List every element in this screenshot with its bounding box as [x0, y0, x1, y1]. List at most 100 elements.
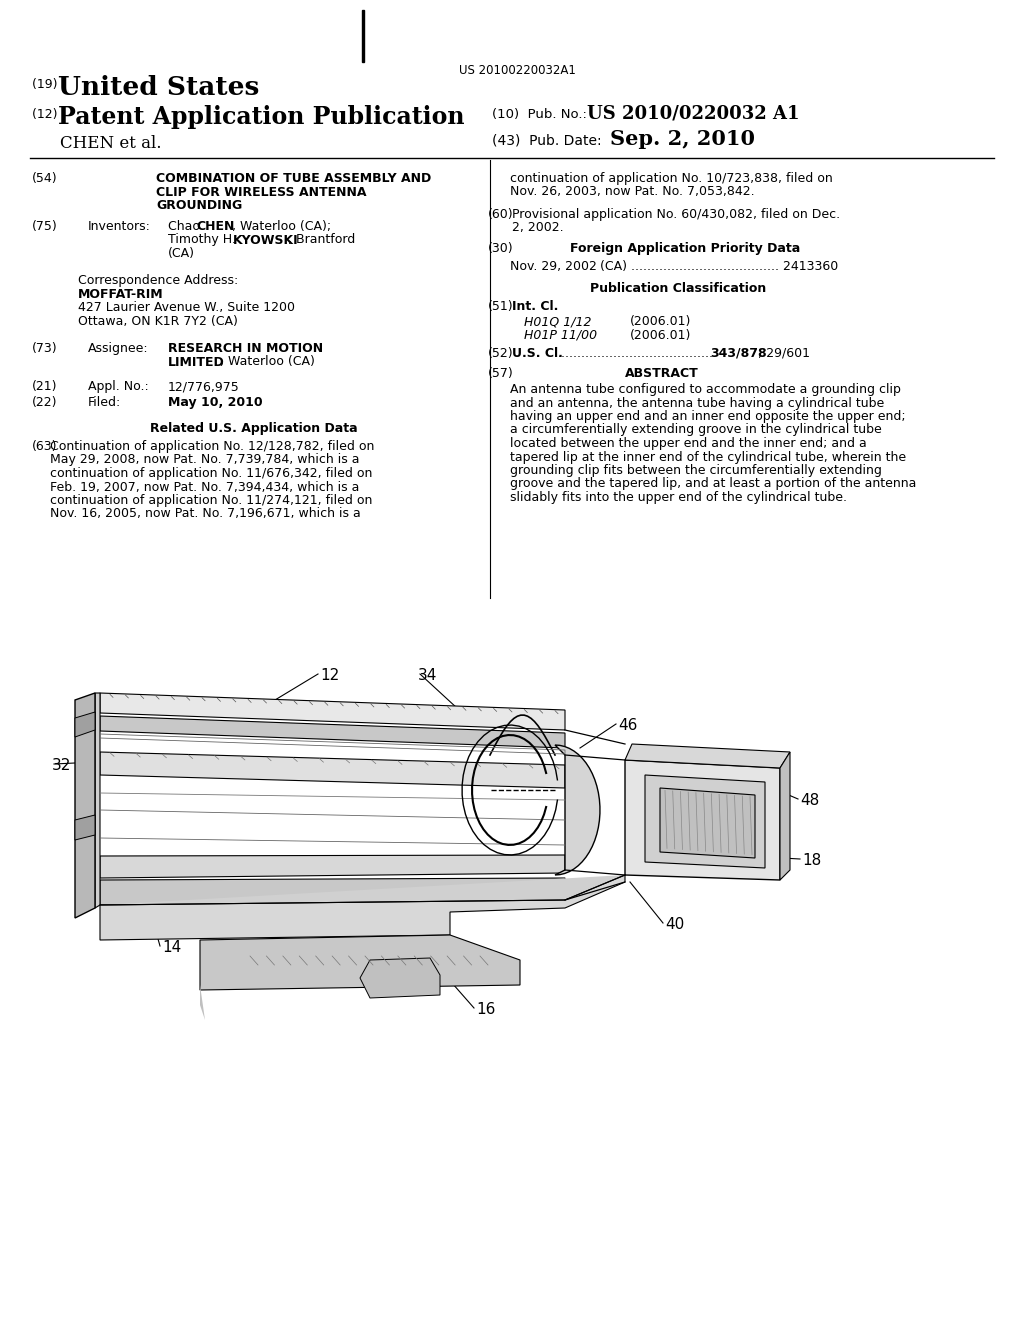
Text: Publication Classification: Publication Classification	[590, 282, 766, 294]
Polygon shape	[100, 878, 565, 906]
Text: (CA): (CA)	[168, 247, 195, 260]
Polygon shape	[75, 711, 95, 737]
Text: continuation of application No. 11/676,342, filed on: continuation of application No. 11/676,3…	[50, 467, 373, 480]
Polygon shape	[95, 693, 100, 908]
Text: Filed:: Filed:	[88, 396, 121, 409]
Polygon shape	[100, 855, 565, 878]
Polygon shape	[100, 875, 625, 940]
Polygon shape	[100, 875, 625, 906]
Text: (52): (52)	[488, 347, 514, 360]
Text: U.S. Cl.: U.S. Cl.	[512, 347, 567, 360]
Text: Int. Cl.: Int. Cl.	[512, 300, 558, 313]
Text: Provisional application No. 60/430,082, filed on Dec.: Provisional application No. 60/430,082, …	[512, 209, 840, 220]
Text: tapered lip at the inner end of the cylindrical tube, wherein the: tapered lip at the inner end of the cyli…	[510, 450, 906, 463]
Polygon shape	[360, 958, 440, 998]
Text: (30): (30)	[488, 242, 514, 255]
Text: Nov. 16, 2005, now Pat. No. 7,196,671, which is a: Nov. 16, 2005, now Pat. No. 7,196,671, w…	[50, 507, 360, 520]
Text: Foreign Application Priority Data: Foreign Application Priority Data	[570, 242, 800, 255]
Text: LIMITED: LIMITED	[168, 355, 224, 368]
Text: , Waterloo (CA): , Waterloo (CA)	[220, 355, 314, 368]
Text: MOFFAT-RIM: MOFFAT-RIM	[78, 288, 164, 301]
Text: 34: 34	[418, 668, 437, 682]
Polygon shape	[660, 788, 755, 858]
Text: ABSTRACT: ABSTRACT	[625, 367, 698, 380]
Polygon shape	[75, 693, 95, 917]
Text: Correspondence Address:: Correspondence Address:	[78, 275, 239, 286]
Text: Appl. No.:: Appl. No.:	[88, 380, 148, 393]
Text: (54): (54)	[32, 172, 57, 185]
Text: groove and the tapered lip, and at least a portion of the antenna: groove and the tapered lip, and at least…	[510, 478, 916, 491]
Text: continuation of application No. 10/723,838, filed on: continuation of application No. 10/723,8…	[510, 172, 833, 185]
Text: (21): (21)	[32, 380, 57, 393]
Text: continuation of application No. 11/274,121, filed on: continuation of application No. 11/274,1…	[50, 494, 373, 507]
Text: (51): (51)	[488, 300, 514, 313]
Text: 40: 40	[665, 917, 684, 932]
Text: CHEN et al.: CHEN et al.	[60, 135, 162, 152]
Text: 48: 48	[800, 793, 819, 808]
Text: located between the upper end and the inner end; and a: located between the upper end and the in…	[510, 437, 866, 450]
Text: 14: 14	[162, 940, 181, 954]
Polygon shape	[100, 715, 565, 748]
Text: , Brantford: , Brantford	[288, 234, 355, 247]
Text: (10)  Pub. No.:: (10) Pub. No.:	[492, 108, 595, 121]
Text: 2, 2002.: 2, 2002.	[512, 222, 563, 235]
Text: Inventors:: Inventors:	[88, 220, 151, 234]
Text: (63): (63)	[32, 440, 57, 453]
Text: (75): (75)	[32, 220, 57, 234]
Bar	[362, 11, 364, 62]
Text: 16: 16	[476, 1002, 496, 1016]
Text: CHEN: CHEN	[196, 220, 234, 234]
Text: 343/878: 343/878	[710, 347, 767, 360]
Polygon shape	[625, 760, 780, 880]
Text: (22): (22)	[32, 396, 57, 409]
Text: 46: 46	[618, 718, 637, 733]
Text: slidably fits into the upper end of the cylindrical tube.: slidably fits into the upper end of the …	[510, 491, 847, 504]
Text: Sep. 2, 2010: Sep. 2, 2010	[610, 129, 755, 149]
Polygon shape	[200, 985, 205, 1020]
Text: ; 29/601: ; 29/601	[758, 347, 810, 360]
Text: Nov. 29, 2002: Nov. 29, 2002	[510, 260, 597, 273]
Text: having an upper end and an inner end opposite the upper end;: having an upper end and an inner end opp…	[510, 411, 905, 422]
Text: COMBINATION OF TUBE ASSEMBLY AND: COMBINATION OF TUBE ASSEMBLY AND	[156, 172, 431, 185]
Polygon shape	[75, 814, 95, 840]
Text: 427 Laurier Avenue W., Suite 1200: 427 Laurier Avenue W., Suite 1200	[78, 301, 295, 314]
Text: (57): (57)	[488, 367, 514, 380]
Text: 12: 12	[319, 668, 339, 682]
Text: (43)  Pub. Date:: (43) Pub. Date:	[492, 133, 602, 147]
Text: CLIP FOR WIRELESS ANTENNA: CLIP FOR WIRELESS ANTENNA	[156, 186, 367, 198]
Text: (CA) ..................................... 2413360: (CA) ...................................…	[600, 260, 839, 273]
Polygon shape	[625, 744, 790, 768]
Text: May 10, 2010: May 10, 2010	[168, 396, 262, 409]
Text: RESEARCH IN MOTION: RESEARCH IN MOTION	[168, 342, 324, 355]
Text: H01Q 1/12: H01Q 1/12	[524, 315, 592, 329]
Polygon shape	[200, 935, 520, 990]
Text: US 2010/0220032 A1: US 2010/0220032 A1	[587, 106, 800, 123]
Text: Assignee:: Assignee:	[88, 342, 148, 355]
Text: May 29, 2008, now Pat. No. 7,739,784, which is a: May 29, 2008, now Pat. No. 7,739,784, wh…	[50, 454, 359, 466]
Text: 32: 32	[52, 758, 72, 774]
Text: 18: 18	[802, 853, 821, 869]
Text: US 20100220032A1: US 20100220032A1	[459, 63, 575, 77]
Text: (2006.01): (2006.01)	[630, 329, 691, 342]
Text: KYOWSKI: KYOWSKI	[233, 234, 299, 247]
Text: (12): (12)	[32, 108, 61, 121]
Text: (73): (73)	[32, 342, 57, 355]
Text: 12/776,975: 12/776,975	[168, 380, 240, 393]
Text: Timothy H.: Timothy H.	[168, 234, 240, 247]
Text: (19): (19)	[32, 78, 61, 91]
Text: Ottawa, ON K1R 7Y2 (CA): Ottawa, ON K1R 7Y2 (CA)	[78, 314, 238, 327]
Text: (60): (60)	[488, 209, 514, 220]
Text: GROUNDING: GROUNDING	[156, 199, 243, 213]
Text: and an antenna, the antenna tube having a cylindrical tube: and an antenna, the antenna tube having …	[510, 396, 885, 409]
Text: An antenna tube configured to accommodate a grounding clip: An antenna tube configured to accommodat…	[510, 383, 901, 396]
Text: (2006.01): (2006.01)	[630, 315, 691, 329]
Text: .......................................: .......................................	[558, 347, 714, 360]
Text: a circumferentially extending groove in the cylindrical tube: a circumferentially extending groove in …	[510, 424, 882, 437]
Text: Patent Application Publication: Patent Application Publication	[58, 106, 465, 129]
Polygon shape	[555, 744, 600, 875]
Text: Nov. 26, 2003, now Pat. No. 7,053,842.: Nov. 26, 2003, now Pat. No. 7,053,842.	[510, 186, 755, 198]
Text: United States: United States	[58, 75, 259, 100]
Text: grounding clip fits between the circumferentially extending: grounding clip fits between the circumfe…	[510, 465, 882, 477]
Text: H01P 11/00: H01P 11/00	[524, 329, 597, 342]
Text: , Waterloo (CA);: , Waterloo (CA);	[232, 220, 331, 234]
